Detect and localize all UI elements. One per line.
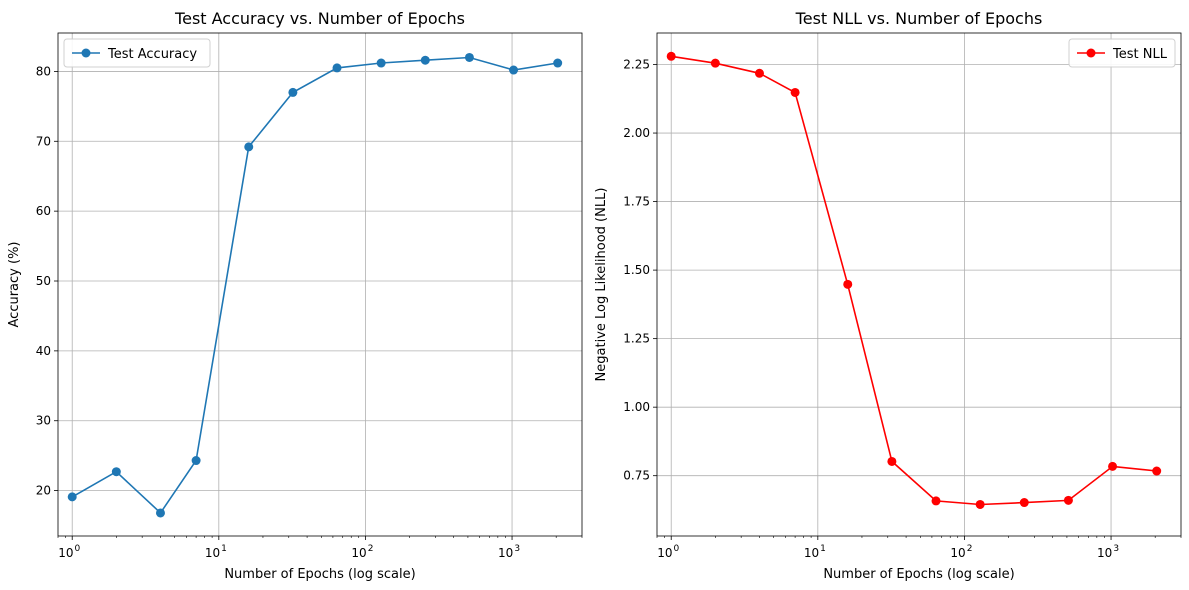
y-tick-label: 1.50 [623, 263, 650, 277]
x-tick-exponent: 2 [967, 544, 973, 554]
y-tick-label: 1.25 [623, 332, 650, 346]
x-tick-exponent: 3 [514, 544, 520, 554]
data-point [420, 55, 430, 65]
legend-marker-swatch [81, 48, 91, 58]
legend-label: Test NLL [1112, 47, 1168, 62]
x-tick-label: 100 [657, 544, 679, 560]
y-tick-label: 80 [36, 64, 51, 78]
legend-box [1068, 38, 1176, 68]
data-point [155, 508, 165, 518]
data-point [376, 58, 386, 68]
y-tick-label: 20 [36, 484, 51, 498]
x-tick-exponent: 2 [368, 544, 374, 554]
legend: Test NLL [1068, 38, 1176, 68]
y-tick-label: 60 [36, 204, 51, 218]
chart-title: Test Accuracy vs. Number of Epochs [174, 9, 465, 28]
data-point [666, 51, 676, 61]
legend-box [63, 38, 211, 68]
chart-panel-2: 100 101 102 1030.751.001.251.501.752.002.25… [594, 9, 1182, 582]
legend-marker-swatch [1086, 48, 1096, 58]
data-point [710, 58, 720, 68]
legend-label: Test Accuracy [107, 47, 197, 62]
legend: Test Accuracy [63, 38, 211, 68]
x-axis-label: Number of Epochs (log scale) [224, 567, 415, 582]
data-point [464, 52, 474, 62]
x-tick-label: 102 [950, 544, 972, 560]
x-tick-label: 101 [205, 544, 227, 560]
y-tick-label: 2.00 [623, 126, 650, 140]
data-point [1019, 498, 1029, 508]
data-point [67, 492, 77, 502]
data-point [332, 63, 342, 73]
x-tick-exponent: 1 [820, 544, 826, 554]
y-tick-label: 1.00 [623, 400, 650, 414]
data-point [754, 68, 764, 78]
y-tick-label: 0.75 [623, 469, 650, 483]
data-point [931, 496, 941, 506]
x-tick-label: 103 [498, 544, 520, 560]
data-point [887, 456, 897, 466]
data-point [244, 142, 254, 152]
axes-frame [656, 32, 1182, 537]
x-tick-label: 100 [58, 544, 80, 560]
data-point [1063, 495, 1073, 505]
series-line [71, 56, 558, 515]
x-tick-exponent: 0 [673, 544, 679, 554]
data-point [975, 499, 985, 509]
x-tick-exponent: 1 [221, 544, 227, 554]
x-axis-label: Number of Epochs (log scale) [823, 567, 1014, 582]
data-point [111, 467, 121, 477]
data-point [1152, 466, 1162, 476]
x-tick-label: 101 [804, 544, 826, 560]
data-point [843, 279, 853, 289]
data-point [790, 87, 800, 97]
x-tick-label: 103 [1097, 544, 1119, 560]
axes-frame [57, 32, 583, 537]
data-point [553, 58, 563, 68]
series-line [671, 55, 1157, 506]
data-point [1108, 461, 1118, 471]
y-tick-label: 30 [36, 414, 51, 428]
y-axis-label: Negative Log Likelihood (NLL) [594, 188, 609, 382]
y-tick-label: 2.25 [623, 58, 650, 72]
y-tick-label: 40 [36, 344, 51, 358]
y-tick-label: 1.75 [623, 195, 650, 209]
y-tick-label: 70 [36, 134, 51, 148]
x-tick-exponent: 0 [74, 544, 80, 554]
x-tick-exponent: 3 [1113, 544, 1119, 554]
data-point [509, 65, 519, 75]
data-point [191, 456, 201, 466]
data-point [288, 87, 298, 97]
y-tick-label: 50 [36, 274, 51, 288]
chart-title: Test NLL vs. Number of Epochs [795, 9, 1043, 28]
y-axis-label: Accuracy (%) [7, 242, 22, 328]
x-tick-label: 102 [351, 544, 373, 560]
